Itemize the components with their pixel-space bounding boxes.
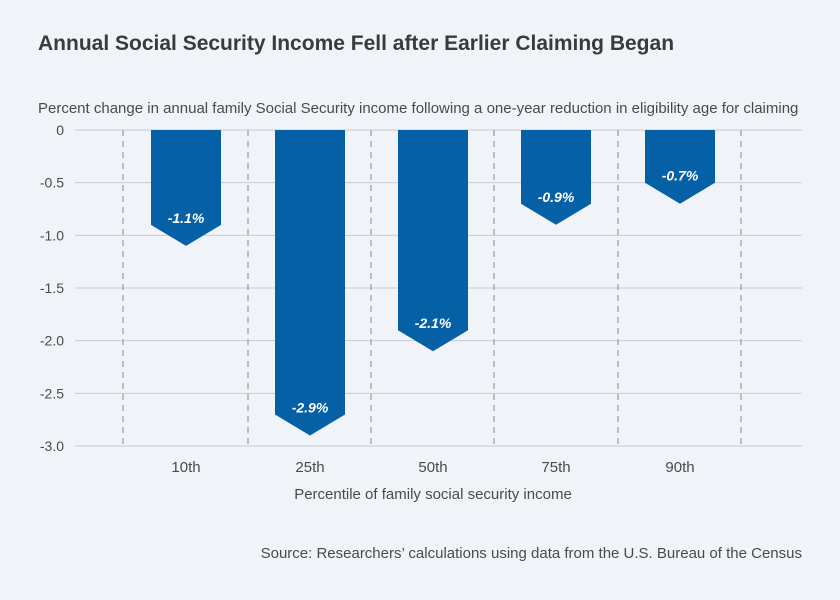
chart-title: Annual Social Security Income Fell after… bbox=[38, 32, 675, 55]
x-axis-title: Percentile of family social security inc… bbox=[294, 486, 572, 503]
bar-50th bbox=[398, 130, 468, 352]
x-tick-label: 25th bbox=[295, 459, 324, 476]
y-tick-label: -2.5 bbox=[40, 385, 64, 401]
x-tick-label: 90th bbox=[665, 459, 694, 476]
y-tick-label: -3.0 bbox=[40, 438, 64, 454]
x-axis-ticks: 10th 25th 50th 75th 90th bbox=[171, 459, 694, 476]
bar-10th bbox=[151, 130, 221, 246]
data-label: -1.1% bbox=[168, 210, 205, 226]
x-tick-label: 75th bbox=[541, 459, 570, 476]
x-tick-label: 50th bbox=[418, 459, 447, 476]
y-tick-label: -1.0 bbox=[40, 227, 64, 243]
data-label: -0.9% bbox=[538, 189, 575, 205]
data-label: -2.1% bbox=[415, 315, 452, 331]
y-tick-label: -2.0 bbox=[40, 333, 64, 349]
x-tick-label: 10th bbox=[171, 459, 200, 476]
bar-25th bbox=[275, 130, 345, 436]
y-axis-ticks: 0 -0.5 -1.0 -1.5 -2.0 -2.5 -3.0 bbox=[40, 122, 64, 454]
category-dividers bbox=[122, 130, 742, 446]
y-tick-label: -0.5 bbox=[40, 175, 64, 191]
y-tick-label: 0 bbox=[56, 122, 64, 138]
bars: -1.1% -2.9% -2.1% -0.9% -0.7% bbox=[151, 130, 715, 436]
chart-source: Source: Researchers’ calculations using … bbox=[260, 545, 802, 562]
data-label: -0.7% bbox=[662, 168, 699, 184]
chart-subtitle: Percent change in annual family Social S… bbox=[38, 100, 799, 117]
y-tick-label: -1.5 bbox=[40, 280, 64, 296]
bar-75th bbox=[521, 130, 591, 225]
bar-90th bbox=[645, 130, 715, 204]
data-label: -2.9% bbox=[292, 399, 329, 415]
